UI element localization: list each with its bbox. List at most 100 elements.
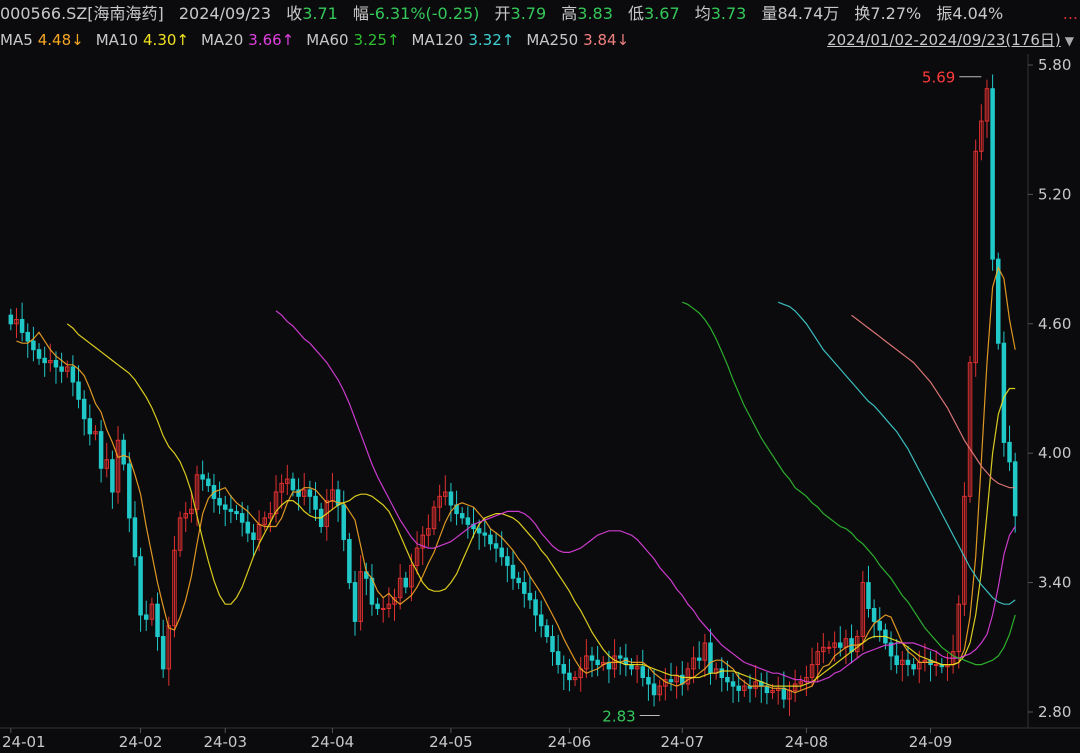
candle [629, 664, 634, 670]
high-value: 3.83 [577, 4, 613, 23]
y-tick-label: 5.80 [1038, 56, 1071, 74]
candle [742, 685, 747, 691]
candle [691, 657, 696, 670]
candle [956, 603, 962, 653]
candle [702, 642, 708, 661]
candle [538, 614, 544, 627]
dropdown-triangle-icon: ▼ [1064, 34, 1074, 48]
y-tick-label: 3.40 [1038, 574, 1071, 592]
open-label: 开 [494, 4, 511, 23]
ma-legend-value-ma250: 3.84↓ [583, 31, 630, 49]
candle [121, 439, 126, 465]
candle [426, 528, 431, 536]
candle [1012, 461, 1018, 517]
candle [301, 489, 307, 497]
candle [160, 636, 166, 670]
date-range-selector[interactable]: 2024/01/02-2024/09/23(176日) ▼ [827, 28, 1074, 53]
amplitude-label: 振 [936, 4, 953, 23]
candle [341, 504, 346, 540]
x-tick-label: 24-08 [785, 733, 829, 751]
candle [104, 459, 109, 469]
candle [183, 513, 188, 519]
candle [792, 683, 798, 691]
candle [894, 655, 899, 666]
candle [984, 88, 990, 122]
avg-value: 3.73 [710, 4, 747, 23]
candle [245, 521, 251, 534]
candle [132, 517, 138, 558]
candle [651, 683, 657, 696]
candle [420, 534, 425, 549]
candle [8, 314, 14, 325]
candle [414, 547, 420, 566]
more-menu-button[interactable]: ... [1062, 4, 1078, 23]
candle [838, 642, 843, 648]
candle [617, 655, 623, 659]
candle [115, 439, 121, 493]
candle [860, 582, 866, 638]
candle [217, 497, 222, 506]
candle [668, 679, 674, 683]
candle [31, 340, 36, 351]
y-tick-label: 5.20 [1038, 185, 1071, 203]
candle [262, 517, 267, 525]
y-tick-label: 4.00 [1038, 444, 1071, 462]
candle [93, 431, 98, 435]
candle [589, 655, 595, 661]
candle [933, 664, 939, 667]
ma-legend: MA5 4.48↓ MA10 4.30↑ MA20 3.66↑ MA60 3.25↑ MA120… [0, 28, 629, 52]
candle [206, 478, 211, 487]
candle [222, 504, 228, 510]
candle [25, 331, 30, 342]
x-tick-label: 24-05 [429, 733, 473, 751]
candle [443, 491, 448, 497]
candle [696, 657, 702, 661]
candle [380, 607, 386, 610]
candle [826, 646, 832, 649]
ma-line-ma5 [16, 266, 1016, 694]
ma-line-ma20 [275, 310, 1016, 683]
x-tick-label: 24-09 [909, 733, 953, 751]
candle [403, 577, 409, 588]
candle [53, 359, 59, 368]
volume-label: 量 [761, 4, 778, 23]
candle [437, 495, 442, 508]
candle [358, 571, 363, 622]
x-tick-label: 24-01 [2, 733, 46, 751]
x-tick-label: 24-07 [660, 733, 704, 751]
candle [138, 556, 143, 616]
candle [70, 366, 76, 383]
candle [719, 668, 725, 678]
candle [516, 577, 521, 584]
quote-header: 000566.SZ[海南海药] 2024/09/23 收3.71 幅-6.31%… [0, 1, 1003, 27]
candle [228, 508, 234, 512]
low-marker-label: 2.83 [602, 708, 635, 726]
x-tick-label: 24-03 [203, 733, 247, 751]
candle [527, 592, 533, 601]
candle [488, 534, 493, 545]
candle [234, 510, 239, 515]
candle [189, 508, 194, 515]
candle [736, 685, 741, 691]
open-value: 3.79 [510, 4, 547, 23]
candle [448, 491, 454, 506]
candle [239, 513, 245, 523]
candle [76, 381, 81, 400]
ma-line-ma60 [682, 301, 1016, 666]
candle [781, 687, 787, 700]
candle [98, 431, 104, 469]
candle [871, 607, 877, 622]
candle [555, 651, 561, 666]
candle [646, 676, 651, 685]
avg-label: 均 [694, 4, 711, 23]
candle [64, 366, 70, 372]
candle [296, 489, 301, 497]
x-tick-label: 24-02 [119, 733, 163, 751]
ma-legend-name-ma10: MA10 [95, 31, 139, 49]
candle [149, 603, 155, 620]
candle [194, 474, 200, 510]
ma-legend-value-ma5: 4.48↓ [37, 31, 84, 49]
candle [505, 556, 510, 566]
turnover-value: 7.27% [870, 4, 922, 23]
